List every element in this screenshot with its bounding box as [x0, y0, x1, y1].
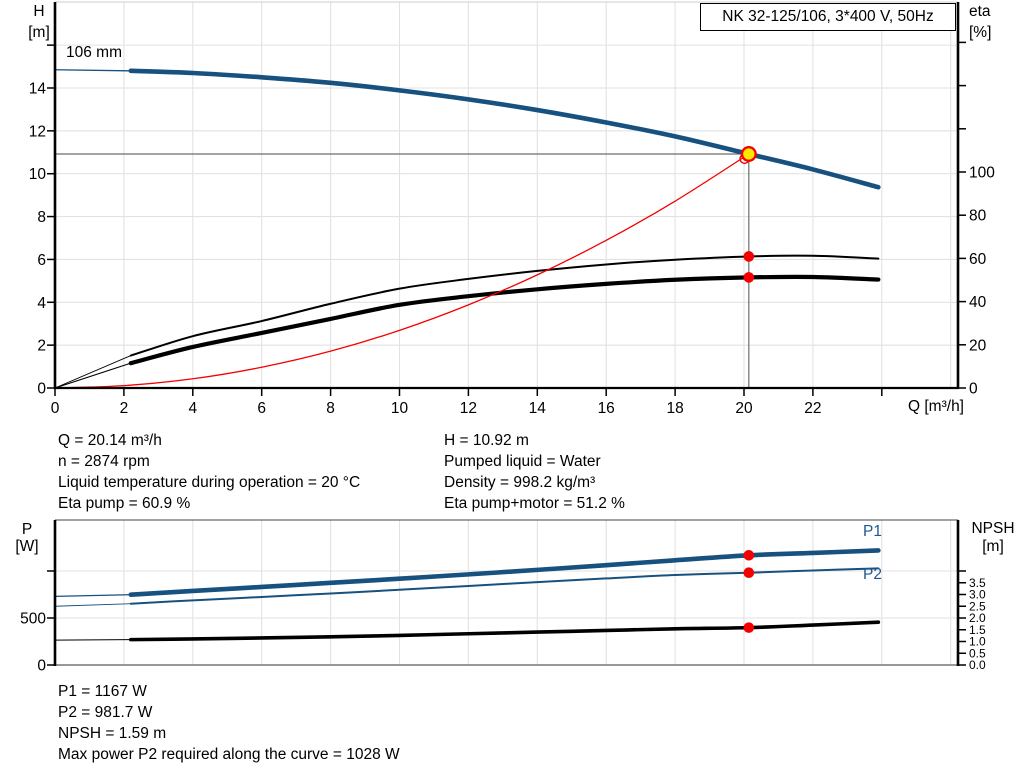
- p2-curve-label: P2: [863, 566, 882, 583]
- h-tick-label: 10: [29, 166, 47, 183]
- eta_pump-curve: [129, 254, 880, 357]
- q-tick-label: 8: [326, 400, 335, 417]
- h-tick-label: 14: [29, 80, 47, 97]
- info-p1: P1 = 1167 W: [58, 683, 147, 700]
- info-eta-pump-motor: Eta pump+motor = 51.2 %: [444, 495, 625, 512]
- p2-curve: [129, 567, 880, 605]
- duty-point-marker[interactable]: [740, 146, 757, 162]
- npsh-tick-label: 0.5: [969, 646, 986, 660]
- eta-pump-duty-dot: [743, 251, 755, 262]
- p1-curve: [128, 548, 881, 597]
- h-axis-label: H: [33, 3, 45, 20]
- p2-curve-lead: [54, 603, 132, 607]
- info-p2: P2 = 981.7 W: [58, 704, 153, 721]
- q-tick-label: 6: [257, 400, 266, 417]
- p1-duty-dot: [743, 550, 755, 561]
- eta-axis-label: eta: [969, 3, 991, 20]
- info-q: Q = 20.14 m³/h: [58, 432, 162, 449]
- npsh-tick-label: 1.5: [969, 623, 986, 637]
- h-tick-label: 0: [37, 381, 46, 398]
- p1-curve-label: P1: [863, 523, 882, 540]
- q-axis-label: Q [m³/h]: [908, 398, 964, 415]
- p-tick-label: 500: [20, 611, 46, 628]
- h-tick-label: 2: [37, 338, 46, 355]
- eta_pump-curve-lead: [54, 355, 132, 389]
- q-tick-label: 22: [804, 400, 821, 417]
- eta_pump_motor-curve-lead: [54, 362, 132, 389]
- h-tick-label: 8: [37, 209, 46, 226]
- info-speed: n = 2874 rpm: [58, 453, 150, 470]
- impeller-diameter-label: 106 mm: [66, 44, 122, 61]
- eta-tick-label: 0: [969, 381, 978, 398]
- q-tick-label: 10: [391, 400, 409, 417]
- h-tick-label: 12: [29, 123, 46, 140]
- info-pumped-liquid: Pumped liquid = Water: [444, 453, 601, 470]
- eta-pump-motor-duty-dot: [743, 272, 755, 283]
- info-eta-pump: Eta pump = 60.9 %: [58, 495, 191, 512]
- npsh-curve: [128, 620, 881, 642]
- pump-title-box: NK 32-125/106, 3*400 V, 50Hz: [700, 3, 956, 31]
- npsh-tick-label: 3.0: [969, 588, 986, 602]
- npsh-axis-label: NPSH: [971, 520, 1015, 537]
- eta-tick-label: 100: [969, 165, 995, 182]
- p-axis-unit: [W]: [15, 538, 39, 555]
- eta-tick-label: 60: [969, 251, 987, 268]
- eta-axis-unit: [%]: [969, 24, 992, 41]
- p1-curve-lead: [54, 594, 132, 597]
- p-axis-label: P: [21, 521, 33, 538]
- q-tick-label: 2: [120, 400, 129, 417]
- eta-tick-label: 40: [969, 294, 987, 311]
- npsh-tick-label: 1.0: [969, 635, 986, 649]
- info-liquid-temp: Liquid temperature during operation = 20…: [58, 474, 361, 491]
- system_curve-curve: [54, 153, 750, 389]
- eta-tick-label: 80: [969, 208, 987, 225]
- p2-duty-dot: [743, 567, 755, 579]
- npsh-tick-label: 3.5: [969, 576, 986, 590]
- eta_pump_motor-curve: [128, 274, 881, 366]
- h-tick-label: 6: [37, 252, 46, 269]
- q-tick-label: 18: [666, 400, 683, 417]
- qh_head-curve-lead: [54, 69, 132, 72]
- info-max-power: Max power P2 required along the curve = …: [58, 746, 400, 763]
- info-head: H = 10.92 m: [444, 432, 529, 449]
- q-tick-label: 0: [51, 400, 60, 417]
- q-tick-label: 4: [188, 400, 197, 417]
- info-npsh: NPSH = 1.59 m: [58, 725, 167, 742]
- h-axis-unit: [m]: [28, 24, 50, 41]
- npsh-axis-unit: [m]: [982, 538, 1004, 555]
- q-tick-label: 12: [460, 400, 477, 417]
- npsh-duty-dot: [743, 622, 755, 633]
- q-tick-label: 20: [735, 400, 753, 417]
- p-tick-label: 0: [37, 658, 46, 675]
- npsh-tick-label: 2.0: [969, 611, 986, 625]
- h-tick-label: 4: [37, 295, 46, 312]
- info-density: Density = 998.2 kg/m³: [444, 474, 596, 491]
- npsh-tick-label: 2.5: [969, 599, 986, 613]
- q-tick-label: 16: [598, 400, 615, 417]
- npsh-tick-label: 0.0: [969, 658, 986, 672]
- eta-tick-label: 20: [969, 337, 987, 354]
- q-tick-label: 14: [529, 400, 547, 417]
